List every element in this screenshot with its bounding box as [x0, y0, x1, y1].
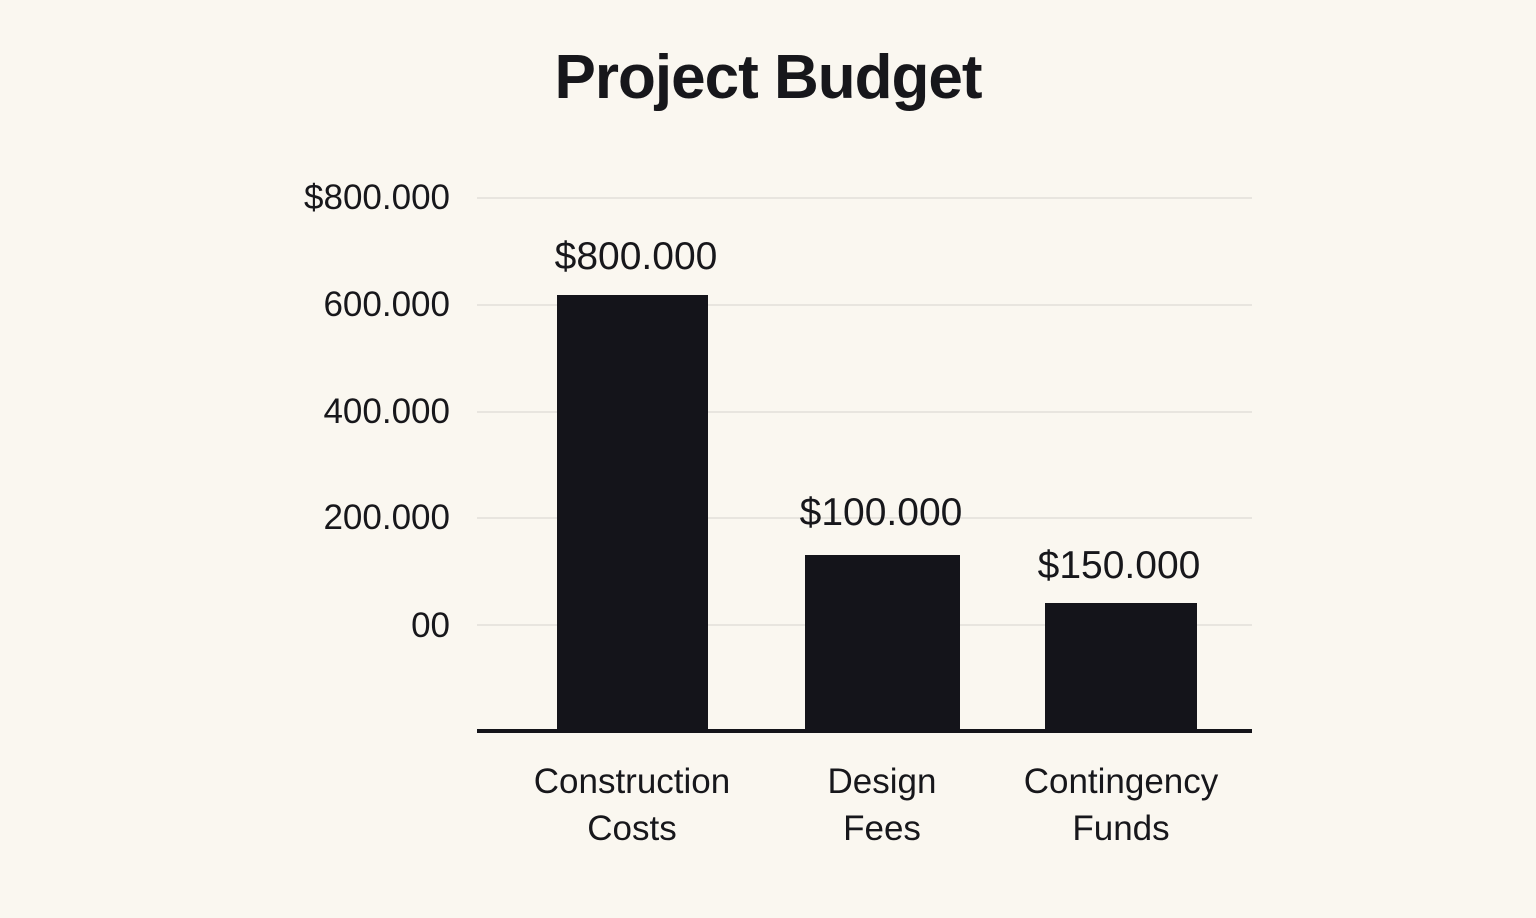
gridline-200000 [477, 517, 1252, 519]
category-label-line: Funds [1072, 809, 1170, 848]
bar-value-label: $100.000 [799, 491, 963, 534]
bar-value-label: $800.000 [554, 235, 718, 278]
y-axis-tick-label: 400.000 [323, 392, 450, 431]
y-axis-tick-label: 600.000 [323, 285, 450, 324]
category-label-line: Contingency [1023, 762, 1219, 801]
bar-value-label: $150.000 [1037, 544, 1201, 587]
y-axis-tick-label: 00 [411, 606, 450, 645]
category-label-line: Construction [533, 762, 731, 801]
category-label-line: Costs [587, 809, 677, 848]
bar-contingency-funds [1045, 603, 1197, 731]
x-axis-category-contingency-funds: Contingency Funds [961, 758, 1281, 852]
gridline-600000 [477, 304, 1252, 306]
x-axis-line [477, 729, 1252, 733]
y-axis-tick-label: $800.000 [304, 178, 450, 217]
x-axis-category-design-fees: Design Fees [722, 758, 1042, 852]
bar-construction-costs [557, 295, 708, 731]
y-axis-tick-label: 200.000 [323, 498, 450, 537]
gridline-400000 [477, 411, 1252, 413]
category-label-line: Fees [843, 809, 921, 848]
gridline-800000 [477, 197, 1252, 199]
x-axis-category-construction-costs: Construction Costs [472, 758, 792, 852]
bar-design-fees [805, 555, 960, 731]
category-label-line: Design [827, 762, 937, 801]
chart-title: Project Budget [554, 43, 983, 112]
